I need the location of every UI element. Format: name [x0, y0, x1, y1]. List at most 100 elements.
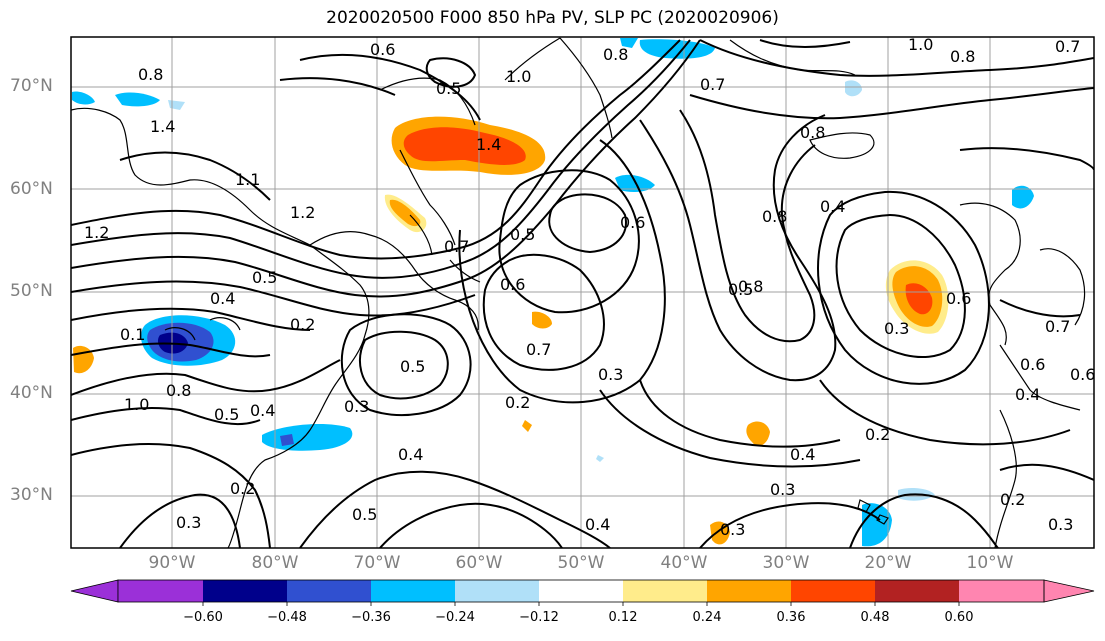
colorbar-tick-label: −0.48 [267, 610, 307, 625]
contour-label: 0.3 [770, 480, 795, 499]
colorbar-bin [623, 580, 708, 602]
contour-label: 1.2 [84, 223, 109, 242]
contour-label: 0.6 [620, 213, 645, 232]
shade-negative-norway [1012, 185, 1034, 209]
contour-label: 0.3 [344, 397, 369, 416]
contour-label: 1.4 [150, 117, 175, 136]
lon-label-90w: 90°W [148, 553, 196, 573]
colorbar-tick-label: 0.24 [692, 610, 722, 625]
colorbar-tick-label: 0.60 [944, 610, 974, 625]
contour-label: 0.6 [500, 275, 525, 294]
contour-label: 0.8 [738, 277, 763, 296]
shade-negative-iceland [845, 80, 862, 97]
shade-negative-small-1 [620, 38, 638, 48]
lat-label-50n: 50°N [10, 281, 53, 301]
shade-strong-labrador [403, 127, 526, 165]
contour-label: 0.4 [1015, 385, 1040, 404]
colorbar-bin [371, 580, 456, 602]
contour-label: 0.5 [510, 225, 535, 244]
shade-positive-newfoundland [532, 311, 552, 329]
shade-negative-small-2 [596, 455, 604, 462]
contour-label: 0.8 [603, 45, 628, 64]
colorbar-left-arrow [70, 579, 119, 603]
colorbar-tick-label: 0.12 [608, 610, 638, 625]
lat-label-40n: 40°N [10, 383, 53, 403]
contour-label: 1.0 [506, 67, 531, 86]
lon-label-50w: 50°W [557, 553, 605, 573]
colorbar-bin [875, 580, 960, 602]
colorbar-tick-label: 0.48 [860, 610, 890, 625]
colorbar-bin [959, 580, 1044, 602]
contour-label: 0.7 [526, 340, 551, 359]
contour-label: 0.8 [138, 65, 163, 84]
contour-label: 0.3 [176, 513, 201, 532]
lon-label-20w: 20°W [864, 553, 912, 573]
contour-label: 1.0 [124, 395, 149, 414]
contour-label: 0.7 [700, 75, 725, 94]
contour-label: 0.2 [505, 393, 530, 412]
shade-positive-labrador-2 [389, 199, 421, 227]
contour-label: 0.4 [820, 197, 845, 216]
contour-label: 0.6 [370, 40, 395, 59]
lon-label-30w: 30°W [762, 553, 810, 573]
contour-label: 0.5 [214, 405, 239, 424]
shade-strong-biscay [905, 283, 933, 315]
colorbar-bin [791, 580, 876, 602]
colorbar-bin [203, 580, 288, 602]
contour-label: 0.4 [790, 445, 815, 464]
contour-label: 1.4 [476, 135, 501, 154]
contour-label: 0.8 [800, 123, 825, 142]
contour-label: 0.4 [585, 515, 610, 534]
contour-label: 0.8 [762, 207, 787, 226]
contour-label: 0.6 [946, 289, 971, 308]
contour-label: 0.2 [865, 425, 890, 444]
contour-label: 0.2 [230, 479, 255, 498]
contour-label: 0.6 [1070, 365, 1095, 384]
colorbar-bin [539, 580, 624, 602]
map-border [70, 36, 1095, 549]
contour-label: 1.2 [290, 203, 315, 222]
contour-label: 1.1 [235, 170, 260, 189]
colorbar-outline [117, 579, 1045, 603]
shade-negative-hudson-2 [72, 91, 95, 105]
lon-label-80w: 80°W [251, 553, 299, 573]
contour-label: 0.1 [120, 325, 145, 344]
contour-label: 0.4 [210, 289, 235, 308]
contour-label: 0.5 [400, 357, 425, 376]
contour-label: 0.3 [720, 520, 745, 539]
contour-label: 0.3 [598, 365, 623, 384]
contour-label: 0.8 [166, 381, 191, 400]
contour-label: 0.3 [1048, 515, 1073, 534]
colorbar-tick-label: −0.36 [351, 610, 391, 625]
pv-shading [72, 38, 1034, 547]
contour-label: 0.6 [1020, 355, 1045, 374]
lat-label-30n: 30°N [10, 485, 53, 505]
colorbar-bin [118, 580, 203, 602]
shade-strong-negative-carolina [280, 434, 294, 446]
contour-label: 0.5 [728, 280, 753, 299]
lon-label-10w: 10°W [966, 553, 1014, 573]
contour-label: 0.8 [950, 47, 975, 66]
contour-label: 0.5 [352, 505, 377, 524]
shade-positive-midatlantic [746, 421, 770, 446]
lon-label-40w: 40°W [660, 553, 708, 573]
contour-label: 0.4 [398, 445, 423, 464]
colorbar [70, 579, 1095, 606]
shade-positive-small [522, 420, 532, 432]
colorbar-tick-label: −0.12 [519, 610, 559, 625]
contour-lines [71, 39, 1094, 548]
contour-label: 1.0 [908, 35, 933, 54]
colorbar-right-arrow [1043, 579, 1095, 603]
contour-label: 0.7 [444, 237, 469, 256]
contour-label: 0.3 [884, 319, 909, 338]
contour-label: 0.5 [252, 268, 277, 287]
colorbar-bin [287, 580, 372, 602]
shade-negative-hudson [115, 92, 160, 107]
contour-label: 0.4 [250, 401, 275, 420]
colorbar-bin [707, 580, 792, 602]
contour-label: 0.2 [1000, 490, 1025, 509]
colorbar-tick-label: −0.24 [435, 610, 475, 625]
lat-label-70n: 70°N [10, 76, 53, 96]
contour-label: 0.2 [290, 315, 315, 334]
